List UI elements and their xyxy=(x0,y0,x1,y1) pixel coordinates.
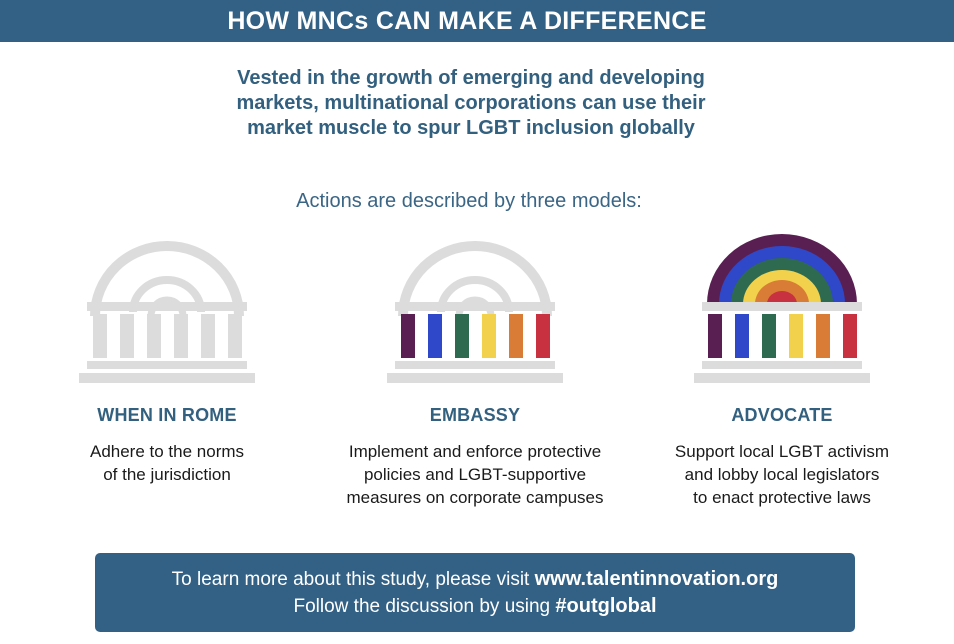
model-name-advocate: ADVOCATE xyxy=(731,405,833,425)
lead-line: market muscle to spur LGBT inclusion glo… xyxy=(247,117,695,139)
footer-line-1: To learn more about this study, please v… xyxy=(172,566,779,593)
website-link[interactable]: www.talentinnovation.org xyxy=(534,567,779,590)
models-intro-text: Actions are described by three models: xyxy=(296,190,642,212)
page-title: HOW MNCs CAN MAKE A DIFFERENCE xyxy=(227,6,707,35)
rainbow-columns-building-icon xyxy=(385,234,565,386)
model-desc-line: Support local LGBT activism xyxy=(674,442,890,461)
footer-discussion-text: Follow the discussion by using xyxy=(293,595,556,617)
model-desc-advocate: Support local LGBT activism and lobby lo… xyxy=(642,440,922,509)
lead-paragraph: Vested in the growth of emerging and dev… xyxy=(0,66,954,141)
header-bar: HOW MNCs CAN MAKE A DIFFERENCE xyxy=(0,0,954,42)
model-desc-line: and lobby local legislators xyxy=(684,465,880,484)
gray-building-icon xyxy=(77,234,257,386)
model-desc-line: Implement and enforce protective xyxy=(348,442,602,461)
model-desc-line: to enact protective laws xyxy=(693,488,871,507)
models-intro: Actions are described by three models: xyxy=(0,190,954,213)
model-desc-line: of the jurisdiction xyxy=(103,465,231,484)
rainbow-building-icon xyxy=(692,234,872,386)
model-desc-embassy: Implement and enforce protective policie… xyxy=(325,440,625,509)
footer-line-2: Follow the discussion by using #outgloba… xyxy=(293,593,656,620)
model-desc-line: measures on corporate campuses xyxy=(346,488,604,507)
model-desc-line: Adhere to the norms xyxy=(89,442,245,461)
footer-visit-text: To learn more about this study, please v… xyxy=(171,568,535,590)
hashtag-link[interactable]: #outglobal xyxy=(555,594,657,617)
model-name-when-in-rome: WHEN IN ROME xyxy=(97,405,237,425)
model-name-embassy: EMBASSY xyxy=(429,405,521,425)
model-desc-when-in-rome: Adhere to the norms of the jurisdiction xyxy=(47,440,287,486)
model-desc-line: policies and LGBT-supportive xyxy=(363,465,587,484)
lead-line: Vested in the growth of emerging and dev… xyxy=(237,67,705,89)
lead-line: markets, multinational corporations can … xyxy=(236,92,706,114)
footer-box: To learn more about this study, please v… xyxy=(95,553,855,632)
